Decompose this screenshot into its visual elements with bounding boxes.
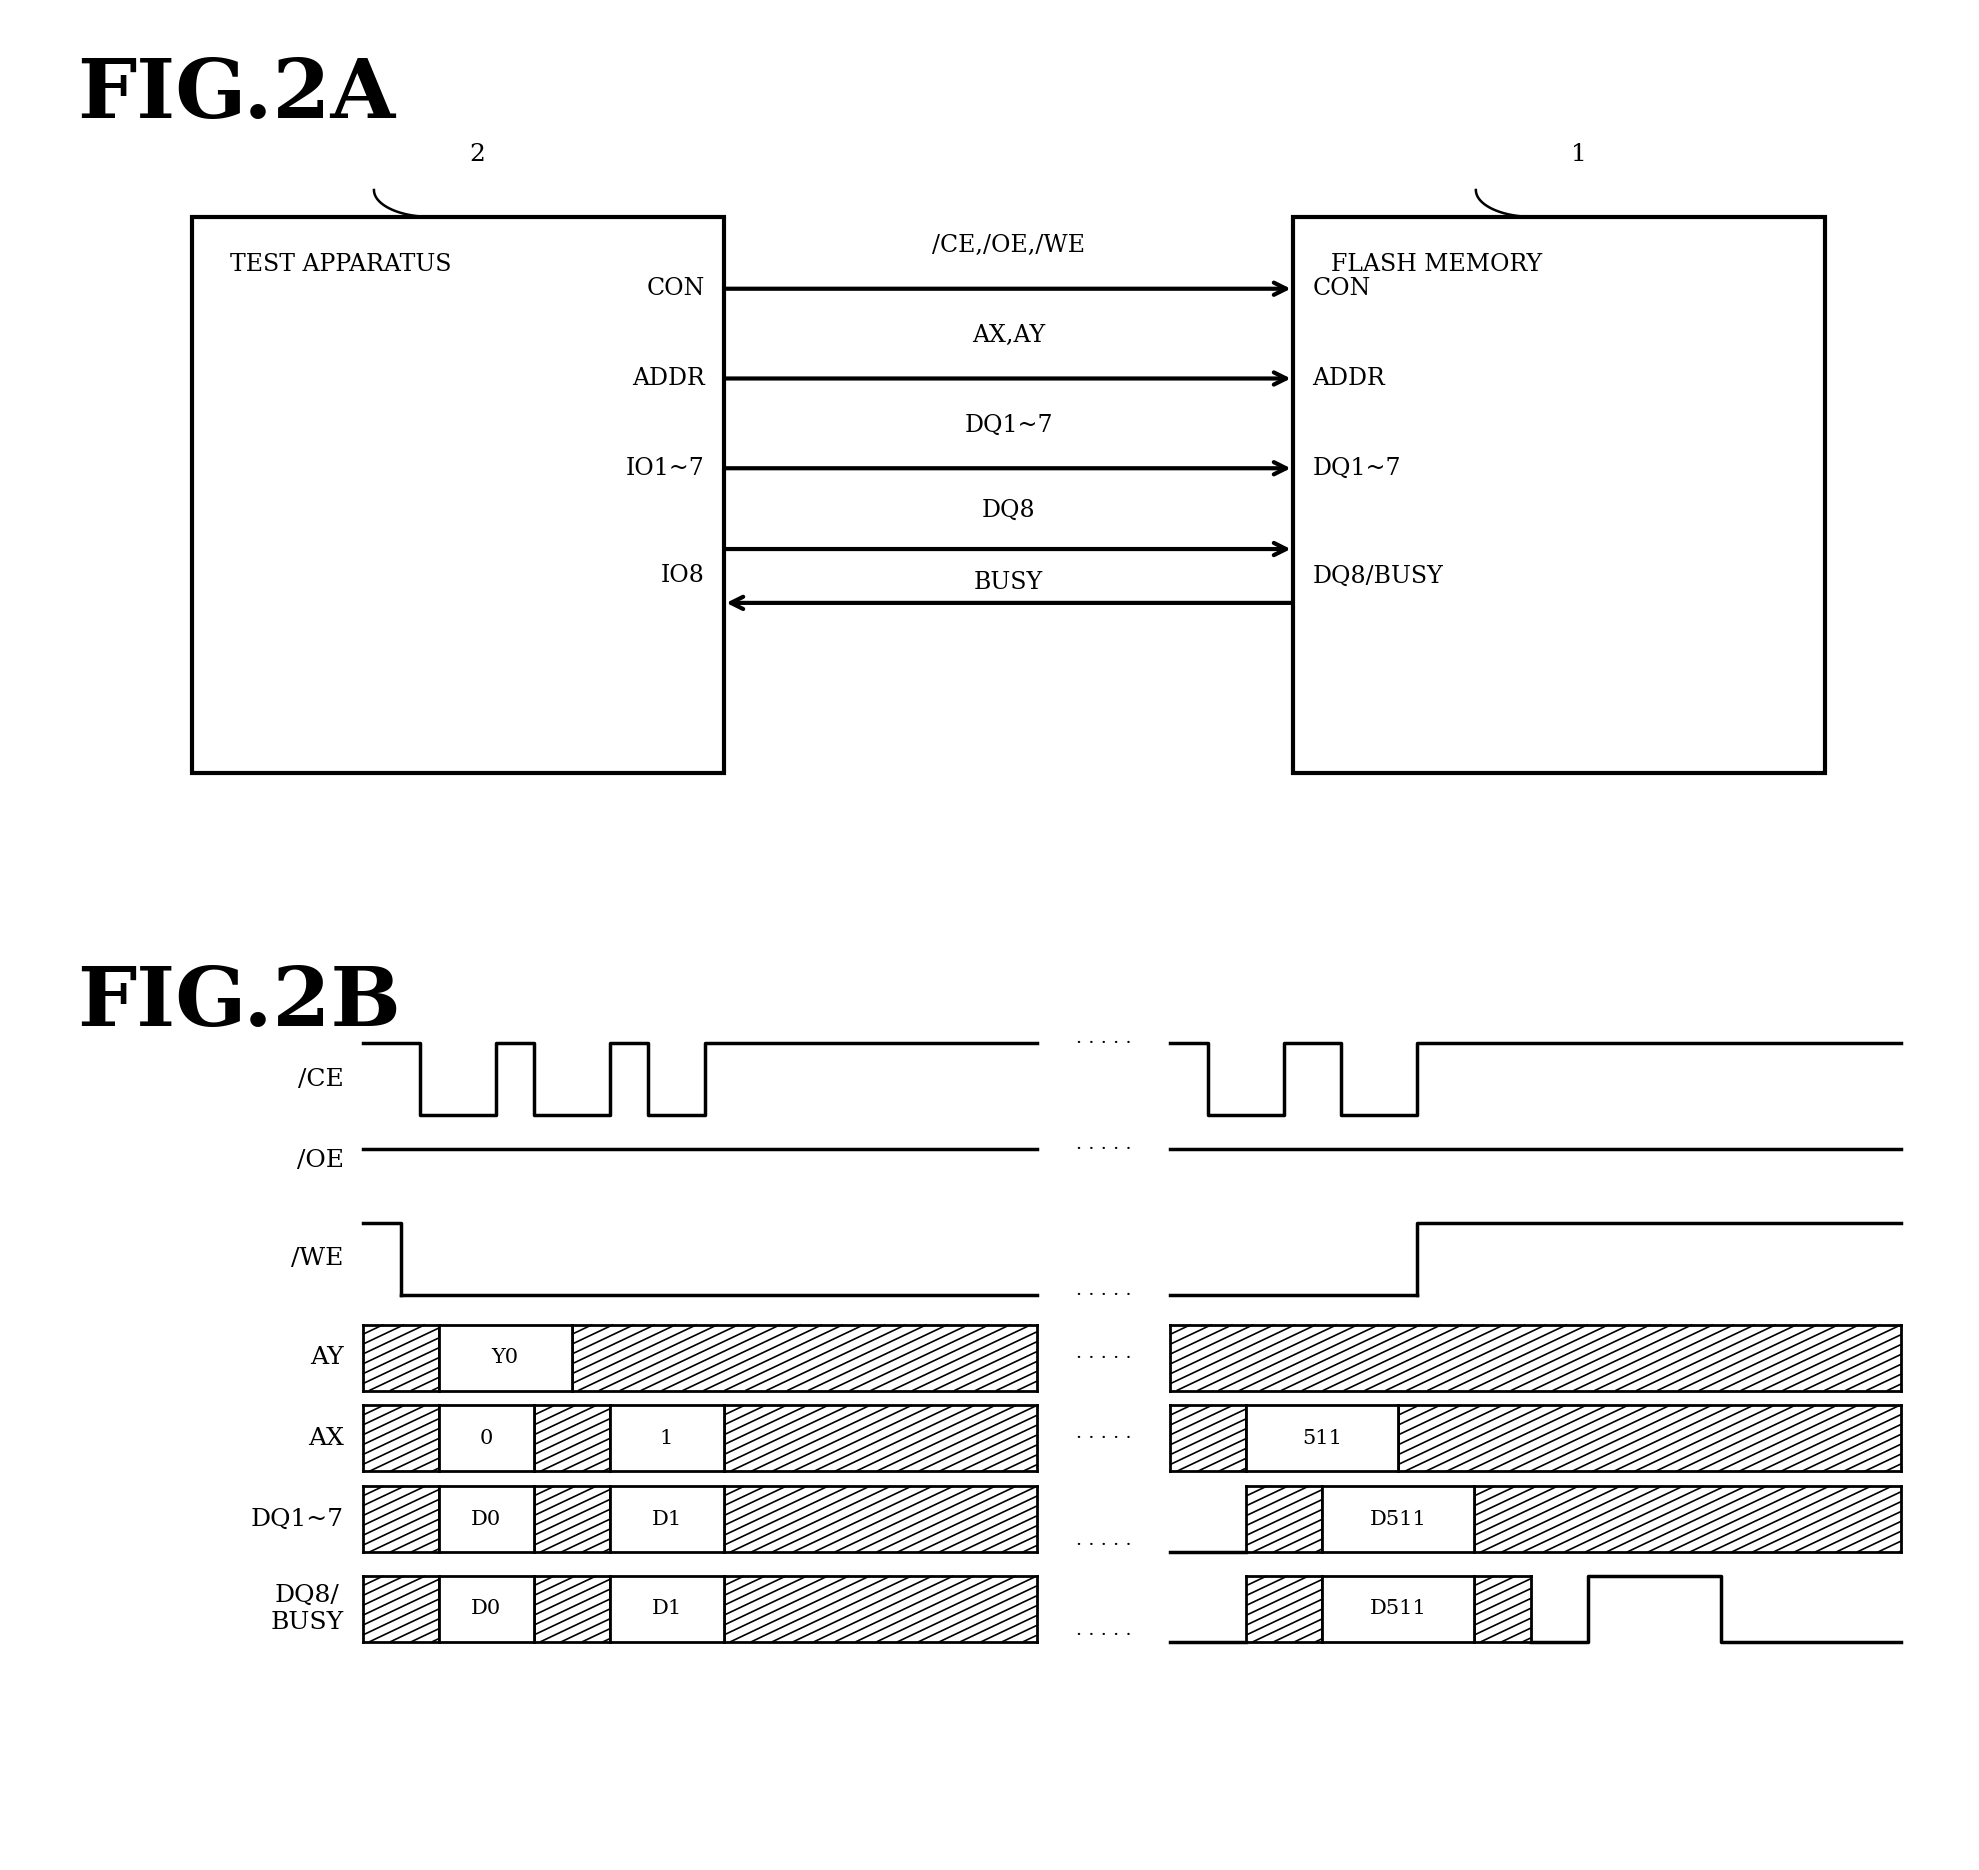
Text: AY: AY bbox=[311, 1346, 344, 1369]
Bar bbox=[1322, 1487, 1474, 1552]
Text: DQ1~7: DQ1~7 bbox=[964, 413, 1053, 438]
Text: 511: 511 bbox=[1302, 1429, 1342, 1447]
Text: DQ8/BUSY: DQ8/BUSY bbox=[1312, 565, 1443, 587]
Text: Y0: Y0 bbox=[491, 1348, 518, 1367]
Text: 1: 1 bbox=[659, 1429, 673, 1447]
Text: D0: D0 bbox=[471, 1599, 501, 1618]
Text: AX: AX bbox=[307, 1427, 344, 1449]
Text: · · · · ·: · · · · · bbox=[1077, 1535, 1132, 1554]
Text: · · · · ·: · · · · · bbox=[1077, 1034, 1132, 1053]
Text: /CE: /CE bbox=[297, 1068, 344, 1090]
Bar bbox=[1294, 217, 1825, 774]
Text: BUSY: BUSY bbox=[974, 570, 1043, 595]
Text: ADDR: ADDR bbox=[631, 367, 705, 391]
Text: CON: CON bbox=[647, 277, 705, 301]
Bar bbox=[439, 1487, 534, 1552]
Text: D0: D0 bbox=[471, 1509, 501, 1528]
Text: /CE,/OE,/WE: /CE,/OE,/WE bbox=[932, 234, 1084, 258]
Text: 2: 2 bbox=[469, 142, 485, 166]
Text: DQ8: DQ8 bbox=[982, 499, 1035, 522]
Text: DQ1~7: DQ1~7 bbox=[251, 1507, 344, 1532]
Text: /OE: /OE bbox=[297, 1148, 344, 1172]
Text: DQ1~7: DQ1~7 bbox=[1312, 456, 1401, 481]
Bar bbox=[439, 1406, 534, 1472]
Bar bbox=[610, 1487, 724, 1552]
Bar bbox=[439, 1576, 534, 1642]
Text: CON: CON bbox=[1312, 277, 1371, 301]
Bar bbox=[439, 1324, 572, 1391]
Text: 0: 0 bbox=[479, 1429, 493, 1447]
Text: FIG.2B: FIG.2B bbox=[77, 963, 402, 1043]
Text: IO1~7: IO1~7 bbox=[625, 456, 705, 481]
Text: · · · · ·: · · · · · bbox=[1077, 1429, 1132, 1447]
Bar bbox=[192, 217, 724, 774]
Text: D511: D511 bbox=[1369, 1599, 1427, 1618]
Bar bbox=[1322, 1576, 1474, 1642]
Text: IO8: IO8 bbox=[661, 565, 705, 587]
Bar bbox=[610, 1406, 724, 1472]
Text: ADDR: ADDR bbox=[1312, 367, 1385, 391]
Bar bbox=[610, 1576, 724, 1642]
Text: · · · · ·: · · · · · bbox=[1077, 1141, 1132, 1158]
Text: AX,AY: AX,AY bbox=[972, 324, 1045, 348]
Text: FLASH MEMORY: FLASH MEMORY bbox=[1332, 252, 1542, 275]
Text: DQ8/
BUSY: DQ8/ BUSY bbox=[271, 1584, 344, 1634]
Text: 1: 1 bbox=[1571, 142, 1587, 166]
Text: /WE: /WE bbox=[291, 1247, 344, 1270]
Text: FIG.2A: FIG.2A bbox=[77, 56, 396, 135]
Text: · · · · ·: · · · · · bbox=[1077, 1348, 1132, 1367]
Text: · · · · ·: · · · · · bbox=[1077, 1625, 1132, 1644]
Text: D1: D1 bbox=[651, 1509, 681, 1528]
Text: D1: D1 bbox=[651, 1599, 681, 1618]
Text: · · · · ·: · · · · · bbox=[1077, 1287, 1132, 1303]
Text: TEST APPARATUS: TEST APPARATUS bbox=[230, 252, 451, 275]
Text: D511: D511 bbox=[1369, 1509, 1427, 1528]
Bar bbox=[1247, 1406, 1397, 1472]
